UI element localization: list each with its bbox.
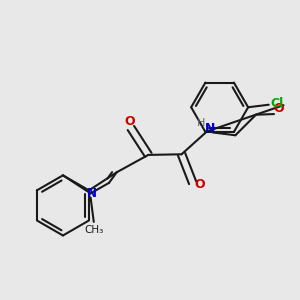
- Text: Cl: Cl: [270, 97, 283, 110]
- Text: O: O: [273, 103, 284, 116]
- Text: O: O: [194, 178, 205, 191]
- Text: CH₃: CH₃: [84, 225, 104, 235]
- Text: H: H: [197, 118, 206, 128]
- Text: O: O: [124, 115, 135, 128]
- Text: N: N: [87, 187, 97, 200]
- Text: N: N: [205, 122, 215, 135]
